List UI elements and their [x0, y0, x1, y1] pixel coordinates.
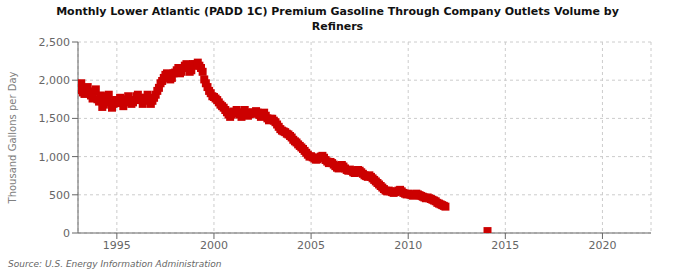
html-text:Refiners: Refiners: [311, 20, 364, 33]
svg-text:2020: 2020: [588, 239, 616, 252]
svg-text:1995: 1995: [103, 239, 131, 252]
svg-text:2015: 2015: [491, 239, 519, 252]
svg-text:2,500: 2,500: [39, 36, 71, 49]
svg-text:1,000: 1,000: [39, 151, 71, 164]
svg-text:1,500: 1,500: [39, 112, 71, 125]
html-text:Source: U.S. Energy Informatio: Source: U.S. Energy Information Administ…: [8, 259, 222, 269]
html-text:Monthly Lower Atlantic (PADD 1: Monthly Lower Atlantic (PADD 1C) Premium…: [56, 5, 619, 18]
svg-text:0: 0: [63, 227, 70, 240]
svg-text:Thousand Gallons per Day: Thousand Gallons per Day: [8, 71, 18, 204]
svg-text:500: 500: [49, 189, 70, 202]
svg-text:2000: 2000: [200, 239, 228, 252]
svg-text:2010: 2010: [394, 239, 422, 252]
svg-text:2005: 2005: [297, 239, 325, 252]
svg-text:2,000: 2,000: [39, 74, 71, 87]
